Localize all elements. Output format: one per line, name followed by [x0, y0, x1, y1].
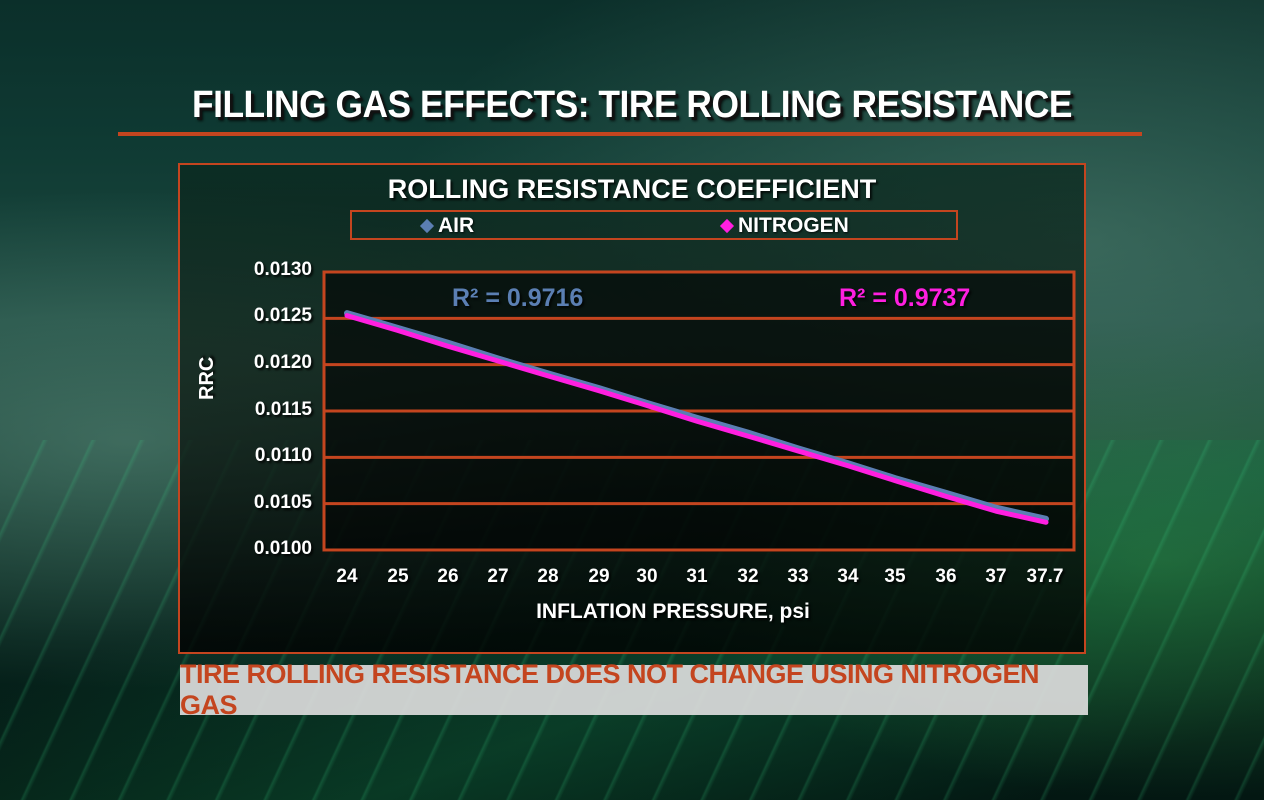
y-tick-label: 0.0100: [253, 538, 312, 559]
x-tick-label: 26: [437, 566, 459, 587]
legend-item-nitrogen: NITROGEN: [719, 214, 849, 238]
y-tick-label: 0.0130: [253, 259, 312, 280]
x-tick-label: 31: [686, 566, 708, 587]
legend-label-nitrogen: NITROGEN: [738, 214, 849, 237]
chart-title: ROLLING RESISTANCE COEFFICIENT: [387, 174, 877, 204]
series-line-air: [344, 310, 1049, 522]
x-tick-label: 28: [537, 566, 559, 587]
x-tick-label: 37: [985, 566, 1007, 587]
y-tick-label: 0.0115: [254, 399, 312, 420]
series-lines: [344, 310, 1049, 525]
x-tick-label: 37.7: [1026, 566, 1064, 587]
conclusion-text: TIRE ROLLING RESISTANCE DOES NOT CHANGE …: [180, 659, 1040, 720]
page-title: FILLING GAS EFFECTS: TIRE ROLLING RESIST…: [191, 84, 1073, 126]
y-tick-label: 0.0120: [253, 352, 312, 373]
gridlines: [322, 270, 1076, 552]
nitrogen-r-squared-label: R² = 0.9737: [839, 284, 971, 312]
title-underline-divider: [118, 132, 1142, 136]
legend-label-air: AIR: [438, 214, 475, 237]
series-line-nitrogen: [344, 313, 1049, 525]
x-tick-label: 35: [884, 566, 906, 587]
x-tick-label: 34: [837, 566, 859, 587]
conclusion-banner: TIRE ROLLING RESISTANCE DOES NOT CHANGE …: [180, 659, 1088, 720]
x-tick-label: 32: [737, 566, 759, 587]
legend-item-air: AIR: [419, 214, 475, 238]
x-tick-label: 27: [487, 566, 509, 587]
y-tick-label: 0.0125: [253, 305, 312, 326]
x-tick-label: 25: [387, 566, 409, 587]
chart-legend: AIR NITROGEN: [350, 210, 958, 240]
x-tick-label: 29: [588, 566, 610, 587]
x-tick-label: 33: [787, 566, 809, 587]
x-tick-label: 24: [336, 566, 358, 587]
x-tick-label: 30: [636, 566, 658, 587]
y-tick-label: 0.0105: [253, 492, 312, 513]
y-tick-label: 0.0110: [254, 445, 312, 466]
x-axis-label: INFLATION PRESSURE, psi: [536, 600, 810, 623]
air-r-squared-label: R² = 0.9716: [452, 284, 584, 312]
x-tick-label: 36: [935, 566, 957, 587]
